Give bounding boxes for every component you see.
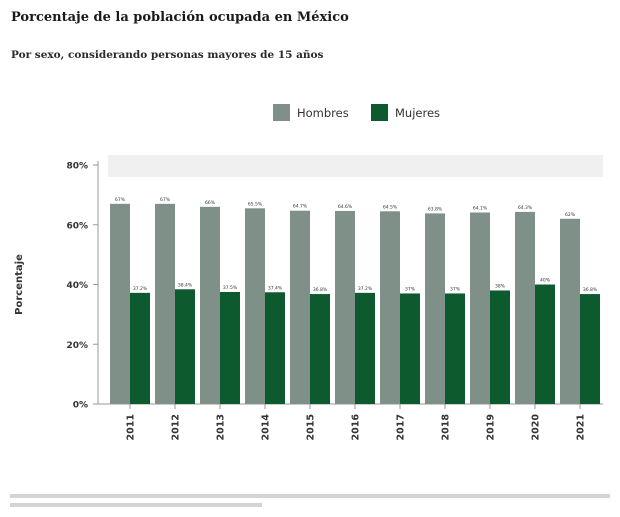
bar-mujeres-2016 xyxy=(355,292,375,404)
data-label-hombres-2012: 67% xyxy=(160,197,171,203)
legend: Hombres Mujeres xyxy=(0,104,620,124)
data-label-hombres-2013: 66% xyxy=(205,200,216,206)
x-tick-label-2015: 2015 xyxy=(306,414,317,440)
y-tick-label: 60% xyxy=(66,221,88,231)
bar-hombres-2017 xyxy=(380,211,400,404)
legend-swatch-mujeres xyxy=(371,104,388,121)
bar-hombres-2011 xyxy=(110,203,130,404)
y-tick-label: 20% xyxy=(66,341,88,351)
data-label-mujeres-2013: 37.5% xyxy=(223,285,238,291)
bar-hombres-2020 xyxy=(515,211,535,404)
data-label-mujeres-2016: 37.2% xyxy=(358,286,373,292)
bar-hombres-2015 xyxy=(290,210,310,404)
x-tick-label-2018: 2018 xyxy=(441,414,452,441)
x-tick-label-2012: 2012 xyxy=(171,414,182,440)
x-tick-label-2019: 2019 xyxy=(486,414,497,440)
data-label-mujeres-2018: 37% xyxy=(450,286,461,292)
data-label-hombres-2021: 62% xyxy=(565,212,576,218)
bar-mujeres-2013 xyxy=(220,291,240,404)
chart-title: Porcentaje de la población ocupada en Mé… xyxy=(11,10,349,25)
data-label-mujeres-2011: 37.2% xyxy=(133,286,148,292)
data-label-mujeres-2012: 38.4% xyxy=(178,282,193,288)
data-label-mujeres-2014: 37.4% xyxy=(268,285,283,291)
bar-mujeres-2021 xyxy=(580,294,600,404)
data-label-hombres-2015: 64.7% xyxy=(293,204,308,210)
data-label-hombres-2018: 63.8% xyxy=(428,206,443,212)
bar-hombres-2019 xyxy=(470,212,490,404)
bar-hombres-2013 xyxy=(200,206,220,404)
y-tick-label: 40% xyxy=(66,281,88,291)
x-tick-label-2014: 2014 xyxy=(261,414,272,441)
legend-item-mujeres: Mujeres xyxy=(371,104,440,121)
bar-mujeres-2011 xyxy=(130,292,150,404)
background-band xyxy=(108,155,603,177)
bar-mujeres-2015 xyxy=(310,294,330,404)
y-axis-title: Porcentaje xyxy=(14,254,25,315)
chart-subtitle: Por sexo, considerando personas mayores … xyxy=(11,49,324,61)
data-label-hombres-2016: 64.6% xyxy=(338,204,353,210)
bar-hombres-2018 xyxy=(425,213,445,404)
bar-mujeres-2020 xyxy=(535,284,555,404)
data-label-mujeres-2017: 37% xyxy=(405,286,416,292)
x-tick-label-2013: 2013 xyxy=(216,414,227,440)
bar-mujeres-2012 xyxy=(175,289,195,404)
data-label-mujeres-2019: 38% xyxy=(495,283,506,289)
bar-mujeres-2019 xyxy=(490,290,510,404)
legend-item-hombres: Hombres xyxy=(273,104,349,121)
data-label-mujeres-2020: 40% xyxy=(540,278,551,284)
x-tick-label-2021: 2021 xyxy=(576,414,587,440)
bar-mujeres-2014 xyxy=(265,292,285,404)
y-tick-label: 0% xyxy=(73,401,88,411)
data-label-hombres-2014: 65.5% xyxy=(248,201,263,207)
data-label-mujeres-2021: 36.8% xyxy=(583,287,598,293)
data-label-hombres-2011: 67% xyxy=(115,197,126,203)
legend-label-mujeres: Mujeres xyxy=(395,105,441,120)
source-note xyxy=(10,494,615,513)
source-note-text-blur xyxy=(10,494,610,507)
y-tick-label: 80% xyxy=(66,162,88,172)
legend-label-hombres: Hombres xyxy=(297,105,349,120)
x-tick-label-2011: 2011 xyxy=(126,414,137,440)
x-tick-label-2016: 2016 xyxy=(351,414,362,441)
x-tick-label-2017: 2017 xyxy=(396,414,407,440)
bar-hombres-2016 xyxy=(335,211,355,404)
bar-hombres-2014 xyxy=(245,208,265,404)
bar-mujeres-2017 xyxy=(400,293,420,404)
x-tick-label-2020: 2020 xyxy=(531,414,542,441)
data-label-hombres-2019: 64.1% xyxy=(473,206,488,212)
data-label-hombres-2020: 64.3% xyxy=(518,205,533,211)
data-label-mujeres-2015: 36.8% xyxy=(313,287,328,293)
bar-hombres-2021 xyxy=(560,218,580,404)
legend-swatch-hombres xyxy=(273,104,290,121)
data-label-hombres-2017: 64.5% xyxy=(383,204,398,210)
bar-hombres-2012 xyxy=(155,203,175,404)
bar-mujeres-2018 xyxy=(445,293,465,404)
